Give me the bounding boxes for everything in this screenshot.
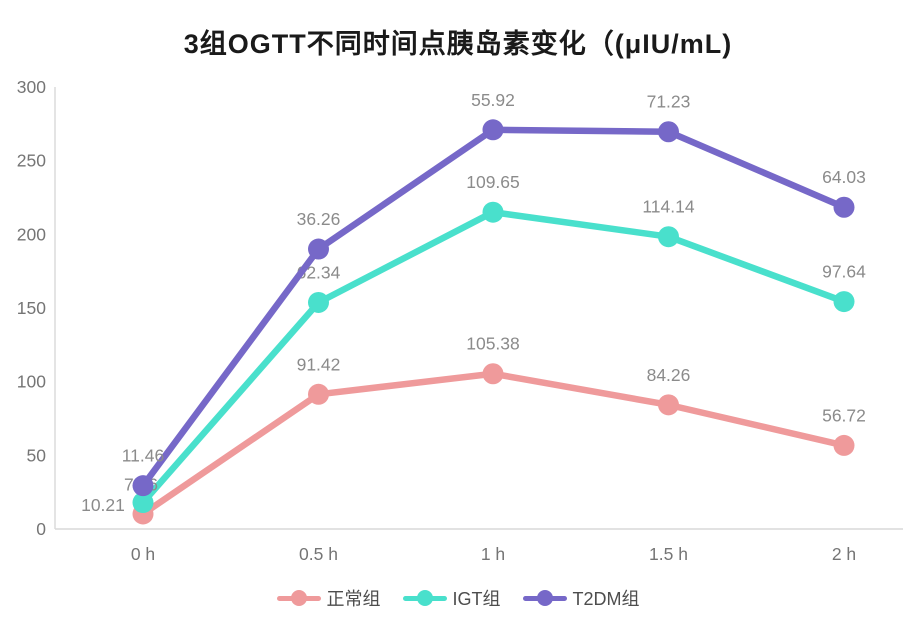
legend-label-t2dm-group: T2DM组 — [572, 589, 640, 609]
legend-item-igt-group[interactable]: IGT组 — [402, 585, 501, 611]
data-point-IGT组-2 h[interactable] — [833, 291, 855, 313]
y-tick-label: 200 — [17, 224, 46, 244]
data-label-T2DM组-2 h: 64.03 — [822, 167, 866, 187]
legend-marker-normal-group — [276, 590, 321, 606]
chart-title: 3组OGTT不同时间点胰岛素变化（(μIU/mL) — [183, 29, 733, 59]
y-tick-label: 100 — [17, 372, 46, 392]
data-label-正常组-0 h: 10.21 — [81, 495, 125, 515]
legend-item-normal-group[interactable]: 正常组 — [276, 585, 381, 611]
y-tick-label: 0 — [36, 519, 46, 539]
x-tick-label: 0.5 h — [299, 544, 338, 564]
data-point-IGT组-0 h[interactable] — [132, 492, 154, 514]
x-tick-label: 0 h — [131, 544, 155, 564]
series-line-正常组 — [139, 370, 848, 518]
data-point-IGT组-0.5 h[interactable] — [308, 291, 329, 313]
legend: 正常组 IGT组 T2DM组 — [0, 583, 916, 613]
x-tick-label: 2 h — [832, 544, 856, 564]
data-point-T2DM组-2 h[interactable] — [833, 196, 855, 218]
data-point-正常组-2 h[interactable] — [833, 434, 855, 456]
data-label-IGT组-1 h: 109.65 — [466, 172, 520, 192]
data-label-IGT组-1.5 h: 114.14 — [642, 197, 694, 217]
legend-label-normal-group: 正常组 — [326, 589, 381, 609]
data-label-T2DM组-1 h: 55.92 — [471, 90, 515, 110]
data-point-IGT组-1 h[interactable] — [482, 201, 504, 223]
x-tick-label: 1 h — [481, 544, 505, 564]
data-point-T2DM组-1 h[interactable] — [482, 119, 504, 141]
y-tick-label: 50 — [27, 445, 47, 465]
data-label-T2DM组-0.5 h: 36.26 — [297, 209, 341, 229]
data-point-IGT组-1.5 h[interactable] — [658, 226, 679, 248]
data-point-正常组-1 h[interactable] — [482, 363, 504, 385]
data-label-正常组-2 h: 56.72 — [822, 405, 866, 425]
data-label-正常组-1 h: 105.38 — [466, 334, 520, 354]
y-tick-label: 300 — [17, 77, 46, 97]
legend-marker-t2dm-group — [522, 590, 567, 606]
legend-marker-igt-group — [402, 590, 447, 606]
y-tick-label: 250 — [17, 151, 46, 171]
data-label-正常组-0.5 h: 91.42 — [297, 354, 341, 374]
data-label-T2DM组-1.5 h: 71.23 — [647, 92, 691, 112]
data-label-IGT组-2 h: 97.64 — [822, 262, 866, 282]
x-tick-label: 1.5 h — [649, 544, 688, 564]
data-point-T2DM组-1.5 h[interactable] — [658, 121, 679, 143]
series-line-IGT组 — [139, 208, 848, 506]
data-label-正常组-1.5 h: 84.26 — [647, 365, 691, 385]
data-point-T2DM组-0.5 h[interactable] — [308, 238, 329, 260]
y-tick-label: 150 — [17, 298, 46, 318]
data-point-T2DM组-0 h[interactable] — [132, 475, 154, 497]
data-label-T2DM组-0 h: 11.46 — [122, 446, 165, 466]
legend-item-t2dm-group[interactable]: T2DM组 — [522, 585, 640, 611]
legend-label-igt-group: IGT组 — [452, 589, 501, 609]
data-point-正常组-1.5 h[interactable] — [658, 394, 679, 416]
data-point-正常组-0.5 h[interactable] — [308, 383, 329, 405]
